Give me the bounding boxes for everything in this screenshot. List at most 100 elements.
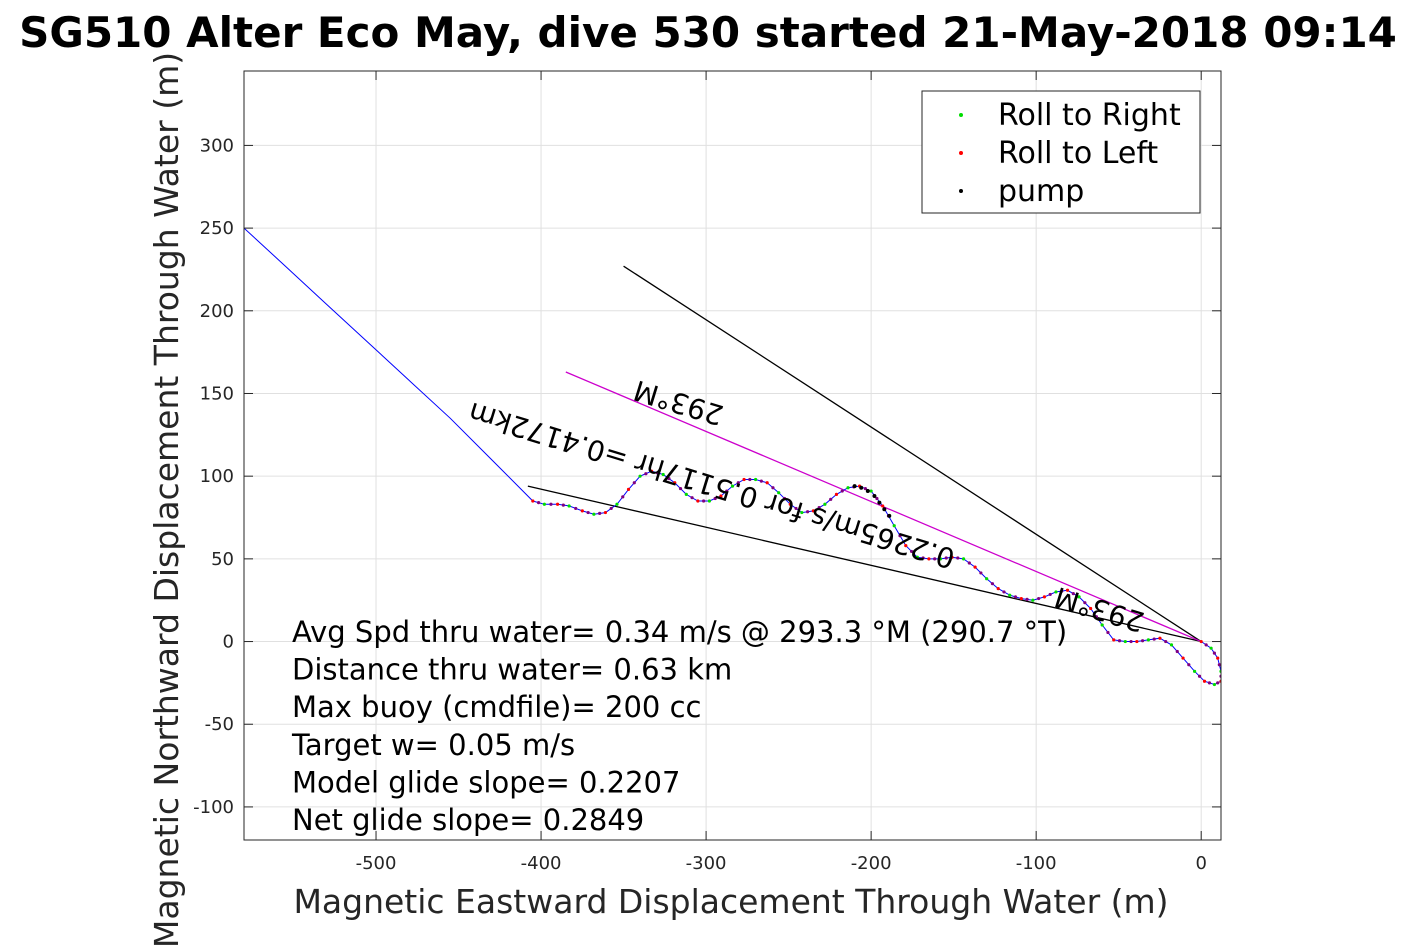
- roll-marker: [788, 502, 792, 506]
- roll-marker: [961, 557, 966, 561]
- roll-marker: [1202, 679, 1207, 683]
- roll-marker: [979, 571, 983, 575]
- roll-marker: [950, 555, 954, 559]
- roll-marker: [609, 506, 613, 511]
- roll-marker: [881, 504, 885, 508]
- roll-marker: [1204, 643, 1208, 647]
- roll-marker: [632, 481, 636, 485]
- roll-marker: [927, 557, 931, 561]
- roll-marker: [1019, 596, 1023, 601]
- roll-marker: [817, 505, 821, 510]
- roll-marker: [1212, 682, 1216, 687]
- x-tick-label: -100: [1016, 853, 1057, 874]
- roll-marker: [1100, 623, 1104, 627]
- roll-marker: [1117, 639, 1122, 643]
- roll-marker: [956, 556, 960, 560]
- roll-marker: [542, 502, 546, 506]
- roll-marker: [834, 492, 839, 496]
- roll-marker: [875, 496, 879, 501]
- roll-marker: [1197, 674, 1202, 678]
- legend-marker-roll-left: [959, 151, 963, 155]
- plot-frame: [243, 70, 1222, 841]
- roll-marker: [754, 477, 758, 482]
- stat-line: Max buoy (cmdfile)= 200 cc: [292, 690, 701, 724]
- reference-line: [527, 485, 1202, 643]
- roll-marker: [805, 510, 810, 514]
- roll-marker: [1209, 646, 1213, 650]
- roll-marker: [1216, 656, 1220, 660]
- roll-marker: [967, 561, 971, 565]
- roll-marker: [549, 502, 553, 506]
- roll-marker: [1008, 593, 1012, 597]
- roll-marker: [1060, 589, 1064, 593]
- y-tick-label: 300: [200, 135, 234, 156]
- roll-marker: [650, 469, 654, 473]
- roll-marker: [800, 510, 804, 515]
- series-group: [244, 227, 1221, 687]
- x-tick-label: -500: [356, 853, 397, 874]
- roll-marker: [1123, 639, 1127, 644]
- roll-marker: [921, 556, 925, 560]
- legend-label-roll-left: Roll to Left: [998, 136, 1158, 171]
- roll-marker: [555, 502, 560, 506]
- roll-marker: [1089, 606, 1093, 611]
- roll-marker: [621, 495, 625, 499]
- x-axis-label: Magnetic Eastward Displacement Through W…: [293, 882, 1168, 921]
- roll-marker: [990, 582, 995, 586]
- roll-marker: [973, 565, 977, 569]
- roll-marker: [644, 472, 648, 476]
- roll-marker: [904, 544, 908, 548]
- roll-marker: [1192, 669, 1197, 673]
- roll-marker: [938, 557, 943, 561]
- roll-marker: [574, 506, 578, 511]
- roll-marker: [759, 479, 763, 483]
- roll-marker: [1146, 638, 1150, 642]
- roll-marker: [1054, 590, 1058, 594]
- roll-marker: [1217, 663, 1221, 667]
- roll-marker: [933, 557, 937, 561]
- roll-marker: [1135, 639, 1139, 644]
- roll-marker: [719, 494, 723, 498]
- roll-marker: [1187, 663, 1191, 667]
- roll-marker: [782, 496, 787, 501]
- roll-marker: [736, 481, 740, 485]
- roll-marker: [1141, 639, 1145, 643]
- roll-marker: [777, 491, 781, 495]
- roll-marker: [996, 587, 1000, 591]
- roll-marker: [713, 496, 717, 501]
- roll-marker: [1042, 595, 1047, 599]
- roll-marker: [561, 503, 565, 507]
- roll-marker: [667, 477, 671, 481]
- stats-block: Avg Spd thru water= 0.34 m/s @ 293.3 °M …: [291, 615, 1067, 837]
- roll-marker: [684, 492, 688, 496]
- roll-marker: [673, 481, 677, 485]
- y-tick-label: -50: [205, 714, 234, 735]
- roll-marker: [863, 486, 867, 491]
- roll-marker: [840, 489, 844, 493]
- roll-marker: [567, 504, 571, 508]
- grid: [244, 71, 1221, 840]
- legend-marker-roll-right: [959, 113, 963, 117]
- y-tick-label: -100: [193, 797, 234, 818]
- stat-line: Model glide slope= 0.2207: [292, 765, 680, 799]
- roll-marker: [1212, 651, 1216, 655]
- roll-marker: [823, 502, 827, 506]
- y-tick-label: 250: [200, 218, 234, 239]
- y-tick-label: 0: [223, 632, 234, 653]
- roll-marker: [702, 499, 706, 503]
- roll-marker: [771, 486, 775, 490]
- pump-marker: [865, 489, 870, 494]
- roll-marker: [586, 510, 590, 515]
- roll-marker: [794, 506, 798, 511]
- pump-marker: [882, 507, 887, 512]
- stat-line: Distance thru water= 0.63 km: [292, 653, 732, 687]
- pump-marker: [877, 500, 882, 505]
- roll-marker: [707, 499, 711, 503]
- roll-marker: [661, 472, 665, 477]
- y-tick-label: 200: [200, 301, 234, 322]
- roll-marker: [1207, 681, 1212, 685]
- roll-marker: [1152, 637, 1156, 641]
- roll-marker: [1048, 592, 1052, 597]
- roll-marker: [598, 511, 602, 515]
